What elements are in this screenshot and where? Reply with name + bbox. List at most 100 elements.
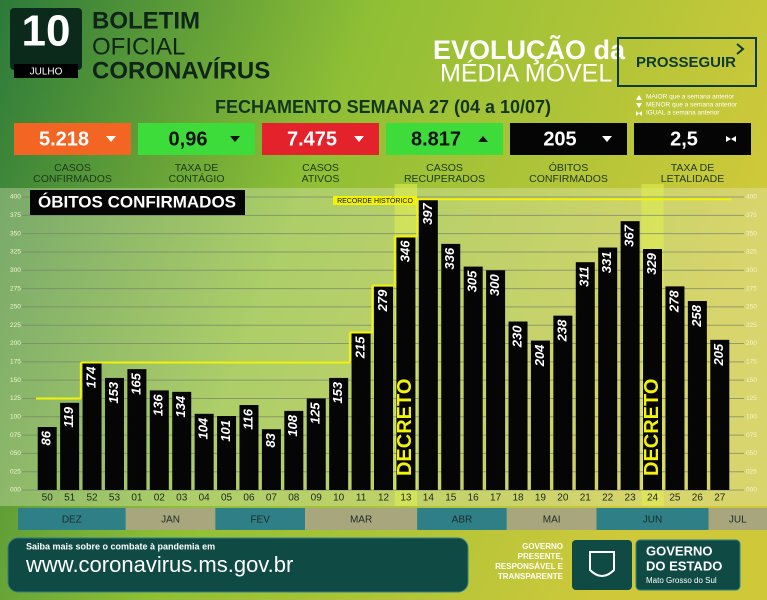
x-tick-label: 22 — [602, 493, 614, 504]
bar — [374, 285, 393, 490]
phase-box — [617, 37, 757, 87]
bar — [351, 332, 371, 490]
phase-icon — [736, 43, 745, 55]
motto: GOVERNO — [522, 542, 563, 551]
y-tick-label: 200 — [10, 340, 21, 347]
kpi-trend — [478, 136, 488, 142]
bar — [306, 398, 326, 490]
bar — [687, 301, 707, 490]
value-label: 238 — [554, 319, 569, 342]
bar — [575, 262, 595, 490]
decree-label: DECRETO — [394, 379, 416, 476]
x-tick-label: 04 — [199, 493, 211, 504]
bar — [149, 390, 169, 490]
bar — [82, 362, 102, 490]
value-label: 104 — [196, 417, 211, 439]
kpi-label: CASOS — [54, 162, 91, 174]
kpi-label: RECUPERADOS — [404, 173, 485, 185]
x-tick-label: 06 — [243, 493, 255, 504]
y-tick-label: 375 — [10, 212, 21, 219]
x-tick-label: 16 — [468, 493, 480, 504]
x-tick-label: 08 — [288, 493, 300, 504]
footer-box — [7, 537, 469, 593]
x-tick-label: 13 — [400, 493, 412, 504]
y-tick-label-right: 250 — [746, 304, 757, 311]
bar — [710, 339, 730, 490]
value-label: 300 — [487, 273, 502, 295]
x-tick-label: 15 — [445, 493, 457, 504]
bar — [284, 410, 304, 490]
y-tick-label: 225 — [10, 322, 21, 329]
y-tick-label-right: 325 — [746, 249, 757, 256]
value-label: 367 — [622, 224, 637, 246]
date-box — [10, 8, 82, 70]
government-box — [635, 539, 741, 591]
kpi-label: CASOS — [302, 162, 339, 174]
month-band — [417, 508, 507, 530]
kpi-value: 5.218 — [39, 128, 89, 150]
y-tick-label: 050 — [10, 450, 21, 457]
x-tick-label: 27 — [714, 493, 726, 504]
bar — [665, 286, 685, 490]
value-label: 278 — [666, 290, 681, 313]
y-tick-label-right: 375 — [746, 212, 757, 219]
kpi-label: CASOS — [426, 162, 463, 174]
x-tick-label: 07 — [266, 493, 278, 504]
y-tick-label: 175 — [10, 359, 21, 366]
y-tick-label-right: 025 — [746, 468, 757, 475]
phase: PROSSEGUIR — [636, 54, 736, 71]
y-tick-label-right: 175 — [746, 359, 757, 366]
evolution-title: EVOLUÇÃO da — [433, 34, 626, 65]
bar — [217, 416, 237, 490]
bar — [441, 243, 461, 490]
x-tick-label: 21 — [580, 493, 592, 504]
month-label: MAR — [350, 515, 372, 526]
month-label: JAN — [161, 515, 180, 526]
x-tick-label: 05 — [221, 493, 233, 504]
y-tick-label-right: 000 — [746, 487, 757, 494]
month-band — [708, 508, 767, 530]
bar — [418, 199, 438, 490]
bar — [37, 427, 57, 490]
value-label: 215 — [353, 336, 368, 359]
legend-text: MENOR que a semana anterior — [646, 102, 738, 109]
month-band — [215, 508, 306, 530]
value-label: 134 — [173, 395, 188, 417]
x-tick-label: 51 — [64, 493, 76, 504]
bar — [463, 266, 483, 490]
kpi-trend — [726, 136, 736, 142]
x-tick-label: 23 — [625, 493, 637, 504]
x-tick-label: 20 — [557, 493, 569, 504]
y-tick-label-right: 225 — [746, 322, 757, 329]
bar — [194, 413, 214, 490]
value-label: 101 — [218, 420, 233, 442]
kpi-value: 7.475 — [287, 128, 337, 150]
legend-down — [636, 103, 642, 108]
bar — [486, 270, 506, 490]
value-label: 279 — [375, 289, 390, 312]
value-label: 397 — [420, 202, 435, 224]
y-tick-label-right: 300 — [746, 267, 757, 274]
value-label: 258 — [689, 304, 704, 327]
y-tick-label: 125 — [10, 395, 21, 402]
value-label: 329 — [644, 252, 659, 274]
kpi-label: CONFIRMADOS — [529, 173, 608, 185]
bar — [104, 377, 124, 490]
month-band — [596, 508, 709, 530]
motto: TRANSPARENTE — [498, 572, 564, 581]
bar — [508, 321, 528, 490]
month-band — [18, 508, 126, 530]
y-tick-label-right: 200 — [746, 340, 757, 347]
bar — [239, 405, 259, 490]
y-tick-label: 075 — [10, 432, 21, 439]
week-heading: FECHAMENTO SEMANA 27 (04 a 10/07) — [215, 97, 551, 117]
x-tick-label: 11 — [356, 493, 367, 504]
kpi-value: 0,96 — [169, 128, 208, 150]
bar — [643, 249, 663, 490]
legend-text: MAIOR que a semana anterior — [646, 94, 735, 101]
month-label: JUL — [729, 515, 747, 526]
decree-label: DECRETO — [641, 379, 663, 476]
kpi-trend — [602, 136, 612, 142]
bar — [620, 221, 640, 491]
